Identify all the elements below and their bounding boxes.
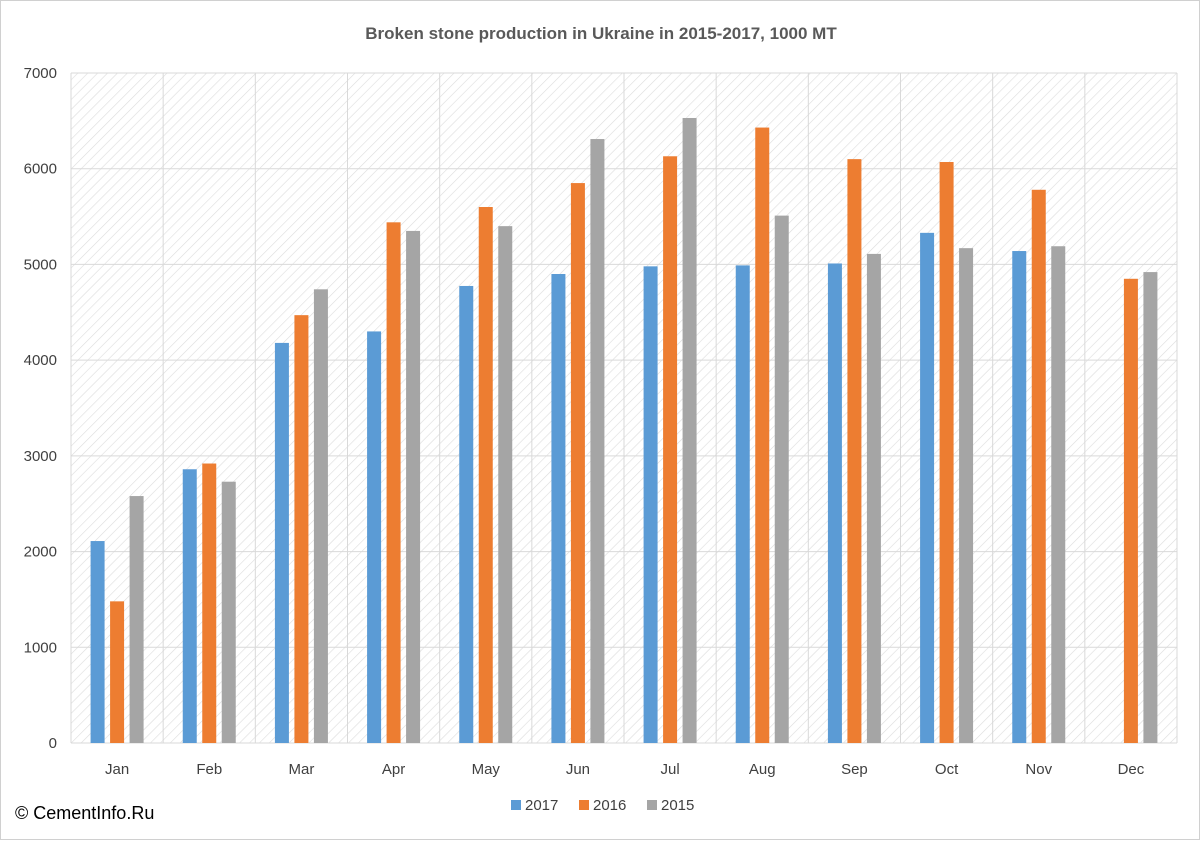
credit-text: © CementInfo.Ru bbox=[15, 803, 154, 823]
bar-2016-oct bbox=[939, 162, 954, 743]
bar-2016-jun bbox=[570, 183, 585, 744]
bars bbox=[90, 117, 1158, 744]
bar-2016-dec bbox=[1123, 278, 1138, 743]
bar-2016-may bbox=[478, 207, 493, 743]
x-tick-label: Jan bbox=[105, 761, 129, 778]
legend-swatch-2015 bbox=[647, 800, 657, 810]
bar-2016-jul bbox=[663, 156, 678, 743]
bar-2017-feb bbox=[182, 469, 197, 743]
x-tick-label: Sep bbox=[841, 761, 868, 778]
x-tick-label: Nov bbox=[1025, 761, 1052, 778]
y-tick-label: 2000 bbox=[24, 544, 57, 561]
bar-2017-mar bbox=[274, 342, 289, 743]
bar-2016-apr bbox=[386, 222, 401, 744]
y-tick-label: 0 bbox=[49, 735, 57, 752]
bar-2016-jan bbox=[110, 601, 125, 743]
bar-2016-feb bbox=[202, 463, 217, 743]
bar-2015-may bbox=[498, 226, 513, 744]
x-tick-label: Jul bbox=[660, 761, 679, 778]
y-tick-label: 1000 bbox=[24, 639, 57, 656]
bar-2017-aug bbox=[735, 265, 750, 743]
bar-2017-sep bbox=[827, 263, 842, 743]
legend-swatch-2016 bbox=[579, 800, 589, 810]
bar-2017-jul bbox=[643, 266, 658, 743]
x-tick-label: Oct bbox=[935, 761, 959, 778]
chart-title: Broken stone production in Ukraine in 20… bbox=[365, 24, 837, 43]
bar-2015-dec bbox=[1143, 272, 1158, 743]
y-tick-label: 3000 bbox=[24, 448, 57, 465]
x-tick-label: Feb bbox=[196, 761, 222, 778]
bar-2017-oct bbox=[920, 232, 935, 744]
bar-2015-sep bbox=[866, 253, 881, 743]
bar-2017-jun bbox=[551, 274, 566, 743]
legend-label-2017: 2017 bbox=[525, 797, 558, 814]
x-tick-label: Dec bbox=[1118, 761, 1145, 778]
bar-2017-jan bbox=[90, 541, 105, 743]
legend-label-2016: 2016 bbox=[593, 797, 626, 814]
bar-2016-nov bbox=[1031, 189, 1046, 743]
bar-2015-aug bbox=[774, 215, 789, 744]
bar-2017-nov bbox=[1012, 251, 1027, 743]
y-tick-label: 5000 bbox=[24, 256, 57, 273]
bar-2017-apr bbox=[367, 331, 382, 743]
bar-2015-apr bbox=[406, 230, 421, 743]
y-axis: 0 1000 2000 3000 4000 5000 6000 7000 bbox=[24, 65, 57, 752]
x-tick-label: Mar bbox=[288, 761, 314, 778]
legend-label-2015: 2015 bbox=[661, 797, 694, 814]
bar-2015-jul bbox=[682, 117, 697, 743]
bar-2015-feb bbox=[221, 481, 236, 743]
y-tick-label: 7000 bbox=[24, 65, 57, 82]
y-tick-label: 6000 bbox=[24, 161, 57, 178]
bar-2016-mar bbox=[294, 315, 309, 743]
x-tick-label: Jun bbox=[566, 761, 590, 778]
bar-2015-oct bbox=[959, 248, 974, 743]
bar-2017-may bbox=[459, 285, 474, 743]
bar-2015-mar bbox=[313, 289, 328, 743]
legend: 2017 2016 2015 bbox=[511, 797, 694, 814]
x-tick-label: Apr bbox=[382, 761, 405, 778]
legend-swatch-2017 bbox=[511, 800, 521, 810]
bar-2015-nov bbox=[1051, 246, 1066, 743]
x-tick-label: May bbox=[472, 761, 501, 778]
x-axis: Jan Feb Mar Apr May Jun Jul Aug Sep Oct Nov Dec bbox=[105, 761, 1145, 778]
bar-2015-jan bbox=[129, 496, 144, 743]
bar-2016-sep bbox=[847, 159, 862, 744]
x-tick-label: Aug bbox=[749, 761, 776, 778]
bar-2016-aug bbox=[755, 127, 770, 744]
bar-2015-jun bbox=[590, 139, 605, 744]
y-tick-label: 4000 bbox=[24, 352, 57, 369]
gridlines bbox=[70, 72, 1178, 744]
